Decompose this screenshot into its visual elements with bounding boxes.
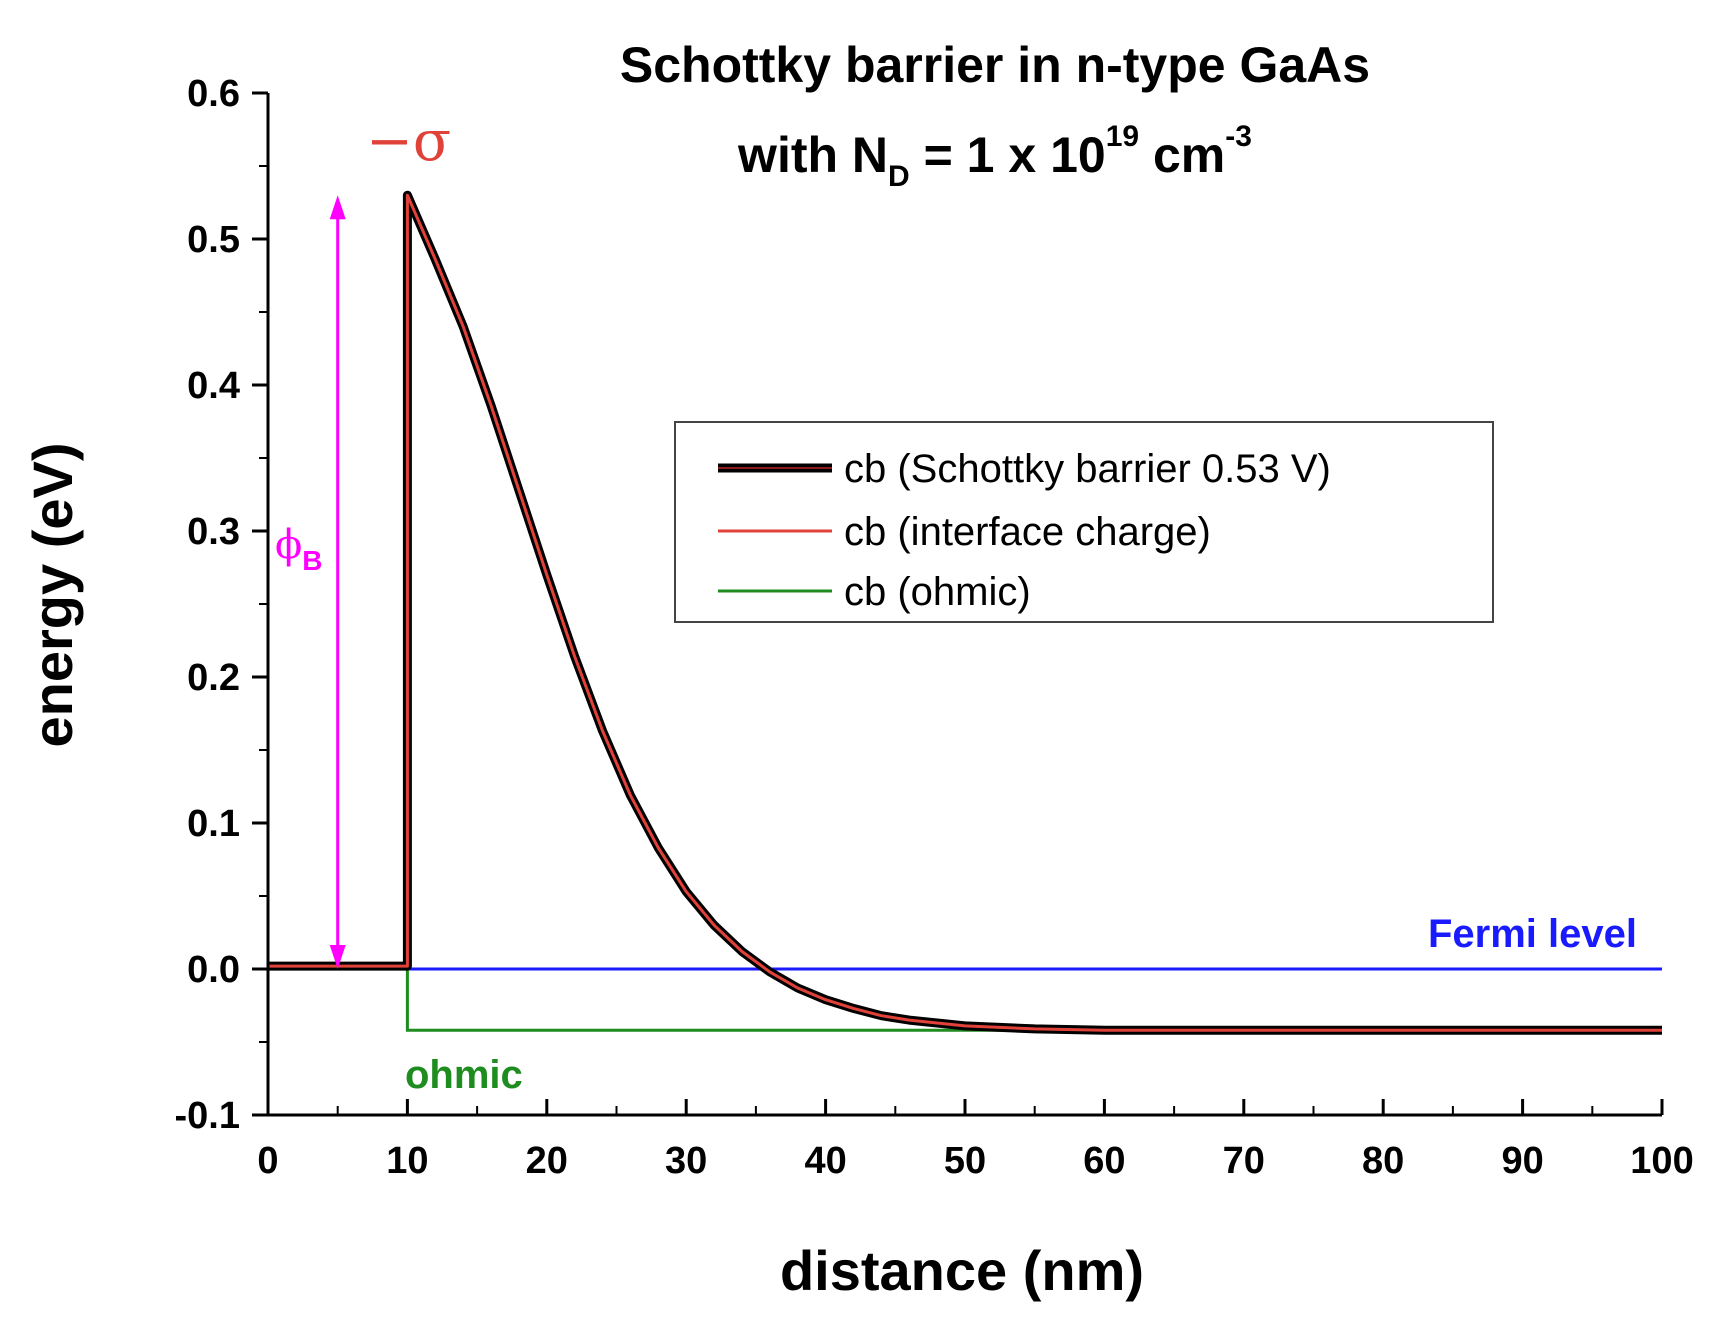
series-ohmic xyxy=(268,967,1662,1032)
x-tick-label: 40 xyxy=(804,1140,846,1182)
phi-b-arrowhead-bottom xyxy=(329,945,346,969)
x-tick-label: 100 xyxy=(1630,1140,1693,1182)
fermi-level-label: Fermi level xyxy=(1428,912,1637,956)
phi-b-label: ϕB xyxy=(275,522,323,576)
title-superscript: 19 xyxy=(1106,120,1139,153)
legend-label-ohmic: cb (ohmic) xyxy=(844,570,1031,614)
x-tick-label: 70 xyxy=(1223,1140,1265,1182)
x-tick-label: 50 xyxy=(944,1140,986,1182)
x-tick-label: 30 xyxy=(665,1140,707,1182)
y-axis-label: energy (eV) xyxy=(21,443,84,748)
legend-label-schottky: cb (Schottky barrier 0.53 V) xyxy=(844,447,1331,491)
x-tick-label: 0 xyxy=(257,1140,278,1182)
legend: cb (Schottky barrier 0.53 V) cb (interfa… xyxy=(674,421,1494,623)
x-tick-label: 20 xyxy=(526,1140,568,1182)
chart-title-line1: Schottky barrier in n-type GaAs xyxy=(620,37,1370,93)
sigma-label: −σ xyxy=(366,109,451,174)
x-tick-label: 90 xyxy=(1501,1140,1543,1182)
y-tick-label: 0.6 xyxy=(187,73,240,115)
title-prefix: with N xyxy=(737,127,888,183)
phi-symbol: ϕ xyxy=(275,522,302,568)
chart-title-line2: with ND = 1 x 1019 cm-3 xyxy=(737,120,1252,193)
plot-area xyxy=(268,190,1662,1035)
x-tick-label: 10 xyxy=(386,1140,428,1182)
legend-label-interface: cb (interface charge) xyxy=(844,510,1211,554)
series-interface-charge xyxy=(268,193,1662,1032)
y-tick-label: 0.3 xyxy=(187,511,240,553)
axes: 0 10 20 30 40 50 60 70 80 90 100 -0.1 0.0 0.1 0.2 0.3 0.… xyxy=(175,73,1694,1182)
title-unit-superscript: -3 xyxy=(1225,120,1252,153)
y-tick-label: 0.1 xyxy=(187,803,240,845)
x-tick-label: 80 xyxy=(1362,1140,1404,1182)
y-tick-label: -0.1 xyxy=(175,1095,240,1137)
y-tick-label: 0.5 xyxy=(187,219,240,261)
phi-b-arrowhead-top xyxy=(329,195,346,220)
ohmic-label: ohmic xyxy=(405,1053,523,1097)
title-subscript: D xyxy=(888,160,910,193)
y-tick-label: 0.0 xyxy=(187,949,240,991)
title-unit: cm xyxy=(1139,127,1225,183)
x-tick-label: 60 xyxy=(1083,1140,1125,1182)
y-tick-label: 0.2 xyxy=(187,657,240,699)
phi-subscript: B xyxy=(302,545,322,576)
title-mid: = 1 x 10 xyxy=(910,127,1106,183)
legend-box xyxy=(674,421,1494,623)
x-axis-label: distance (nm) xyxy=(780,1239,1144,1302)
y-tick-label: 0.4 xyxy=(187,365,240,407)
